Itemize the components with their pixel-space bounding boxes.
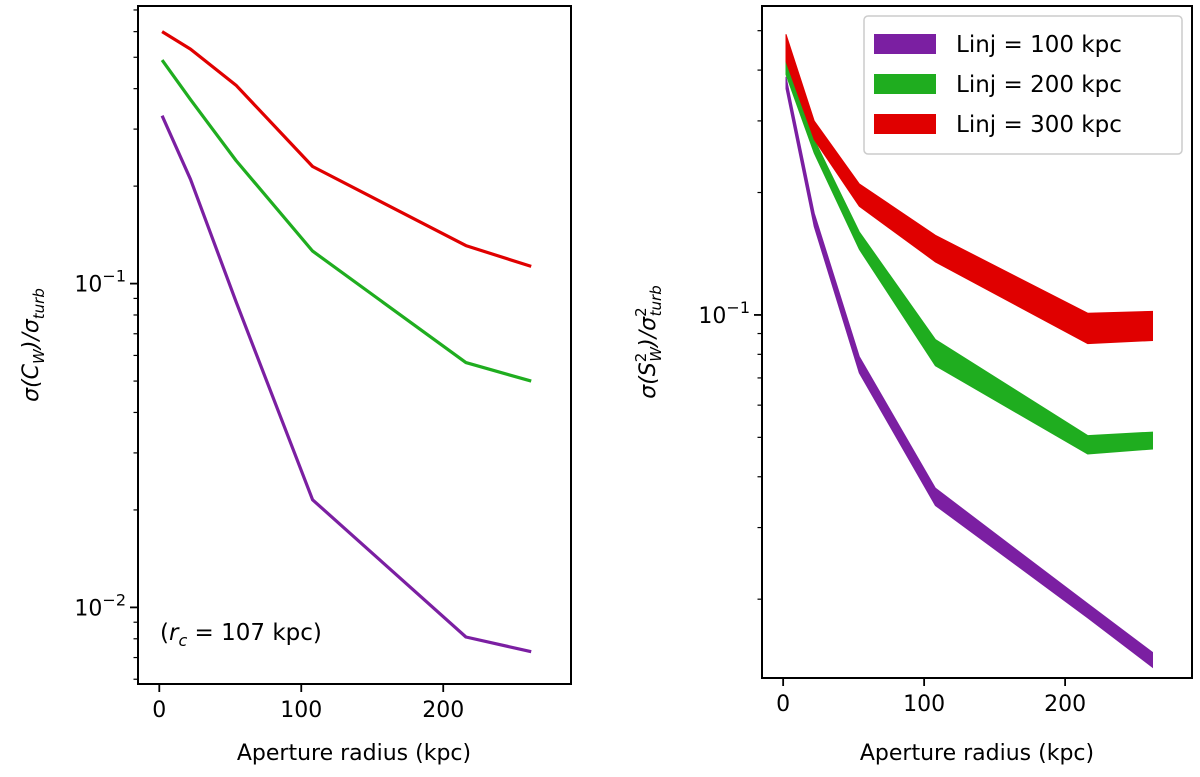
rc-annotation-var: r xyxy=(169,620,180,646)
legend: Linj = 100 kpc Linj = 200 kpc Linj = 300… xyxy=(863,15,1183,155)
legend-label-200: Linj = 200 kpc xyxy=(956,72,1122,98)
legend-swatch-300 xyxy=(874,114,936,134)
right-plot-marks xyxy=(785,34,1153,669)
series-line-3 xyxy=(161,30,532,268)
right-y-label-sub: W xyxy=(647,346,665,362)
x-tick-label-200: 200 xyxy=(1044,692,1086,717)
right-y-label-sub2: turb xyxy=(647,285,665,316)
left-plot-marks xyxy=(160,30,532,654)
left-chart-panel: 0 100 200 10−1 10−2 Aperture radius (kpc) σ(… xyxy=(19,5,572,766)
right-y-label-after: )/σ xyxy=(636,316,661,349)
left-y-label-sub: W xyxy=(30,348,48,364)
left-y-label-sub2: turb xyxy=(30,288,48,319)
right-x-axis-label: Aperture radius (kpc) xyxy=(860,741,1094,766)
x-tick-label-200: 200 xyxy=(422,698,464,723)
rc-annotation-prefix: ( xyxy=(160,620,169,646)
left-axes-frame xyxy=(137,5,572,685)
series-band-1 xyxy=(785,76,1153,669)
y-tick-label-1: 10−2 xyxy=(74,590,126,621)
y-tick-label-0: 10−1 xyxy=(698,298,750,329)
rc-annotation-sub: c xyxy=(178,631,187,650)
left-ticks: 0 100 200 10−1 10−2 xyxy=(74,9,464,723)
x-tick-label-0: 0 xyxy=(152,698,166,723)
right-y-label-sup: 2 xyxy=(632,353,650,363)
rc-annotation: (rc = 107 kpc) xyxy=(160,620,322,650)
x-tick-label-100: 100 xyxy=(903,692,945,717)
left-y-label-main: σ(C xyxy=(19,363,44,402)
right-y-label-main: σ(S xyxy=(636,362,661,399)
series-line-1 xyxy=(160,115,532,654)
rc-annotation-suffix: = 107 kpc) xyxy=(187,620,322,646)
y-tick-label-0: 10−1 xyxy=(74,267,126,298)
right-y-axis-label: σ(S2W)/σ2turb xyxy=(632,285,665,398)
series-band-2 xyxy=(785,61,1153,455)
legend-box xyxy=(863,15,1183,155)
legend-label-300: Linj = 300 kpc xyxy=(956,112,1122,138)
series-line-2 xyxy=(160,59,532,383)
right-axes-frame xyxy=(761,5,1193,679)
left-y-label-after: )/σ xyxy=(19,318,44,351)
left-x-axis-label: Aperture radius (kpc) xyxy=(237,741,471,766)
left-y-axis-label: σ(CW)/σturb xyxy=(19,288,48,402)
x-tick-label-0: 0 xyxy=(776,692,790,717)
legend-swatch-100 xyxy=(874,34,936,54)
series-band-3 xyxy=(785,34,1153,345)
x-tick-label-100: 100 xyxy=(280,698,322,723)
legend-label-100: Linj = 100 kpc xyxy=(956,32,1122,58)
right-y-label-sup2: 2 xyxy=(632,307,650,317)
right-ticks: 0 100 200 10−1 xyxy=(698,30,1086,717)
legend-swatch-200 xyxy=(874,74,936,94)
